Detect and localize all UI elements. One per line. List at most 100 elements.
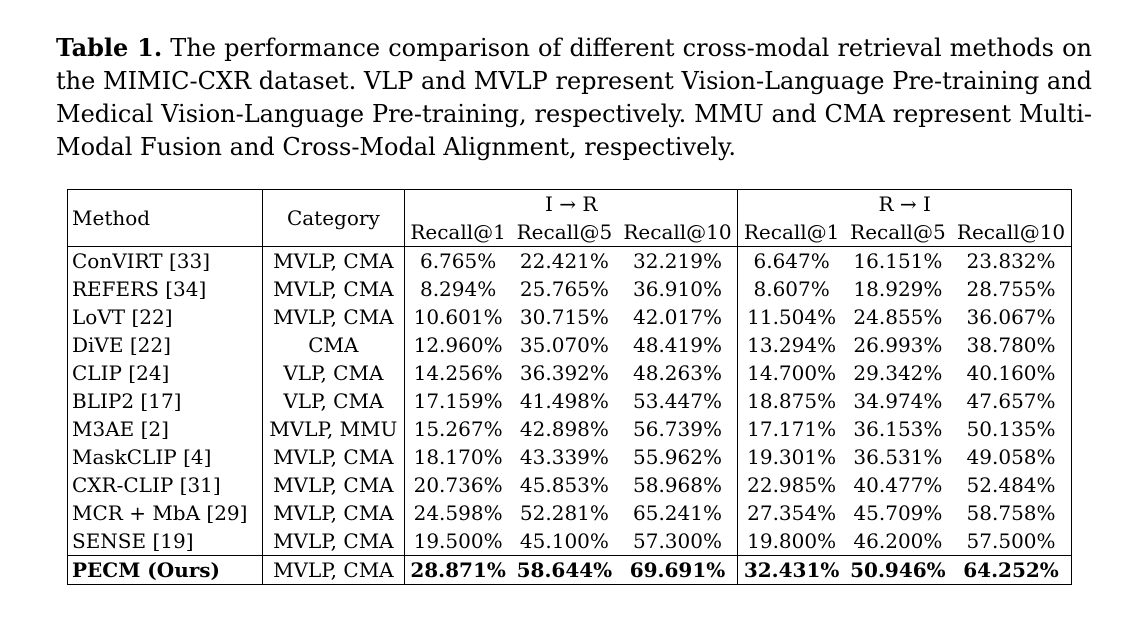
- cell-value: 36.067%: [966, 305, 1056, 329]
- header-metric: Recall@5: [844, 218, 952, 247]
- table-row: DiVE [22] CMA 12.960% 35.070% 48.419% 13.294%…: [68, 331, 1071, 359]
- results-table: Method Category I → R R → I Recall@1 Rec…: [67, 189, 1072, 585]
- table-row: BLIP2 [17] VLP, CMA 17.159% 41.498% 53.447% 1…: [68, 387, 1071, 415]
- cell-category: CMA: [262, 331, 405, 359]
- table-row: CXR-CLIP [31] MVLP, CMA 20.736% 45.853% 58.9…: [68, 471, 1071, 499]
- table-row: REFERS [34] MVLP, CMA 8.294% 25.765% 36.910%…: [68, 275, 1071, 303]
- header-row-groups: Method Category I → R R → I: [68, 190, 1071, 247]
- caption-text: The performance comparison of different …: [56, 34, 1092, 161]
- cell-value: 58.968%: [617, 471, 739, 499]
- cell-value: 17.171%: [747, 417, 837, 441]
- cell-value: 41.498%: [519, 389, 609, 413]
- cell-value: 34.974%: [853, 389, 943, 413]
- cell-value: 13.294%: [747, 333, 837, 357]
- cell-value: 55.962%: [617, 443, 739, 471]
- cell-value: 57.300%: [617, 527, 739, 556]
- header-metric: Recall@10: [617, 218, 739, 247]
- header-group-image-to-report: I → R: [404, 190, 739, 218]
- cell-value: 64.252%: [951, 555, 1071, 584]
- cell-value: 27.354%: [747, 501, 837, 525]
- header-metric: Recall@1: [404, 218, 512, 247]
- cell-value: 58.644%: [511, 555, 618, 584]
- table-row: MCR + MbA [29] MVLP, CMA 24.598% 52.281% 65.…: [68, 499, 1071, 527]
- cell-value: 6.647%: [753, 249, 830, 273]
- cell-value: 52.484%: [966, 473, 1056, 497]
- cell-value: 47.657%: [966, 389, 1056, 413]
- cell-value: 52.281%: [519, 501, 609, 525]
- cell-method: CXR-CLIP [31]: [68, 471, 263, 499]
- caption-label: Table 1.: [56, 33, 163, 62]
- cell-value: 16.151%: [853, 249, 943, 273]
- cell-value: 22.985%: [747, 473, 837, 497]
- table-row: M3AE [2] MVLP, MMU 15.267% 42.898% 56.739% 17…: [68, 415, 1071, 443]
- cell-category: MVLP, CMA: [262, 443, 405, 471]
- cell-value: 18.170%: [413, 445, 503, 469]
- header-method: Method: [68, 190, 263, 247]
- cell-value: 42.017%: [617, 303, 739, 331]
- cell-category: VLP, CMA: [262, 359, 405, 387]
- cell-value: 56.739%: [617, 415, 739, 443]
- cell-value: 36.392%: [519, 361, 609, 385]
- cell-value: 24.855%: [853, 305, 943, 329]
- cell-value: 14.700%: [747, 361, 837, 385]
- cell-value: 69.691%: [617, 555, 739, 584]
- cell-category: MVLP, CMA: [262, 275, 405, 303]
- cell-value: 8.607%: [753, 277, 830, 301]
- cell-value: 48.263%: [617, 359, 739, 387]
- cell-category: MVLP, CMA: [262, 555, 405, 584]
- cell-value: 50.135%: [966, 417, 1056, 441]
- cell-value: 19.500%: [413, 529, 503, 553]
- cell-method: BLIP2 [17]: [68, 387, 263, 415]
- cell-value: 6.765%: [419, 249, 497, 273]
- cell-value: 32.431%: [737, 555, 845, 584]
- cell-value: 43.339%: [519, 445, 609, 469]
- cell-value: 18.929%: [853, 277, 943, 301]
- header-metric: Recall@10: [951, 218, 1071, 247]
- table-row: ConVIRT [33] MVLP, CMA 6.765% 22.421% 32.219…: [68, 246, 1071, 275]
- header-category: Category: [262, 190, 405, 247]
- cell-value: 15.267%: [413, 417, 503, 441]
- table-row: LoVT [22] MVLP, CMA 10.601% 30.715% 42.017% 1…: [68, 303, 1071, 331]
- cell-value: 19.800%: [747, 529, 837, 553]
- cell-value: 35.070%: [519, 333, 609, 357]
- cell-value: 53.447%: [617, 387, 739, 415]
- cell-method: MCR + MbA [29]: [68, 499, 263, 527]
- cell-value: 58.758%: [966, 501, 1056, 525]
- cell-method: ConVIRT [33]: [68, 246, 263, 275]
- cell-value: 28.871%: [404, 555, 512, 584]
- header-metric: Recall@1: [737, 218, 845, 247]
- cell-value: 32.219%: [617, 246, 739, 275]
- table-caption: Table 1. The performance comparison of d…: [56, 31, 1092, 164]
- cell-method: LoVT [22]: [68, 303, 263, 331]
- cell-method: SENSE [19]: [68, 527, 263, 556]
- cell-value: 38.780%: [966, 333, 1056, 357]
- cell-category: MVLP, CMA: [262, 303, 405, 331]
- cell-value: 30.715%: [519, 305, 609, 329]
- cell-method: REFERS [34]: [68, 275, 263, 303]
- cell-value: 14.256%: [413, 361, 503, 385]
- cell-category: VLP, CMA: [262, 387, 405, 415]
- cell-value: 12.960%: [413, 333, 503, 357]
- cell-value: 23.832%: [966, 249, 1056, 273]
- header-group-report-to-image: R → I: [878, 192, 931, 216]
- table-row: MaskCLIP [4] MVLP, CMA 18.170% 43.339% 55.96…: [68, 443, 1071, 471]
- cell-value: 36.153%: [853, 417, 943, 441]
- cell-method: M3AE [2]: [68, 415, 263, 443]
- table-row-ours: PECM (Ours) MVLP, CMA 28.871% 58.644% 69.691…: [68, 555, 1071, 584]
- cell-value: 45.709%: [853, 501, 943, 525]
- cell-value: 40.160%: [966, 361, 1056, 385]
- cell-value: 29.342%: [853, 361, 943, 385]
- cell-category: MVLP, CMA: [262, 499, 405, 527]
- cell-category: MVLP, CMA: [262, 246, 405, 275]
- cell-value: 65.241%: [617, 499, 739, 527]
- cell-value: 48.419%: [617, 331, 739, 359]
- cell-value: 24.598%: [413, 501, 503, 525]
- cell-value: 49.058%: [966, 445, 1056, 469]
- cell-value: 36.910%: [617, 275, 739, 303]
- table-row: SENSE [19] MVLP, CMA 19.500% 45.100% 57.300%…: [68, 527, 1071, 556]
- cell-value: 57.500%: [966, 529, 1056, 553]
- cell-value: 42.898%: [519, 417, 609, 441]
- cell-category: MVLP, CMA: [262, 471, 405, 499]
- cell-method: MaskCLIP [4]: [68, 443, 263, 471]
- header-metric: Recall@5: [511, 218, 618, 247]
